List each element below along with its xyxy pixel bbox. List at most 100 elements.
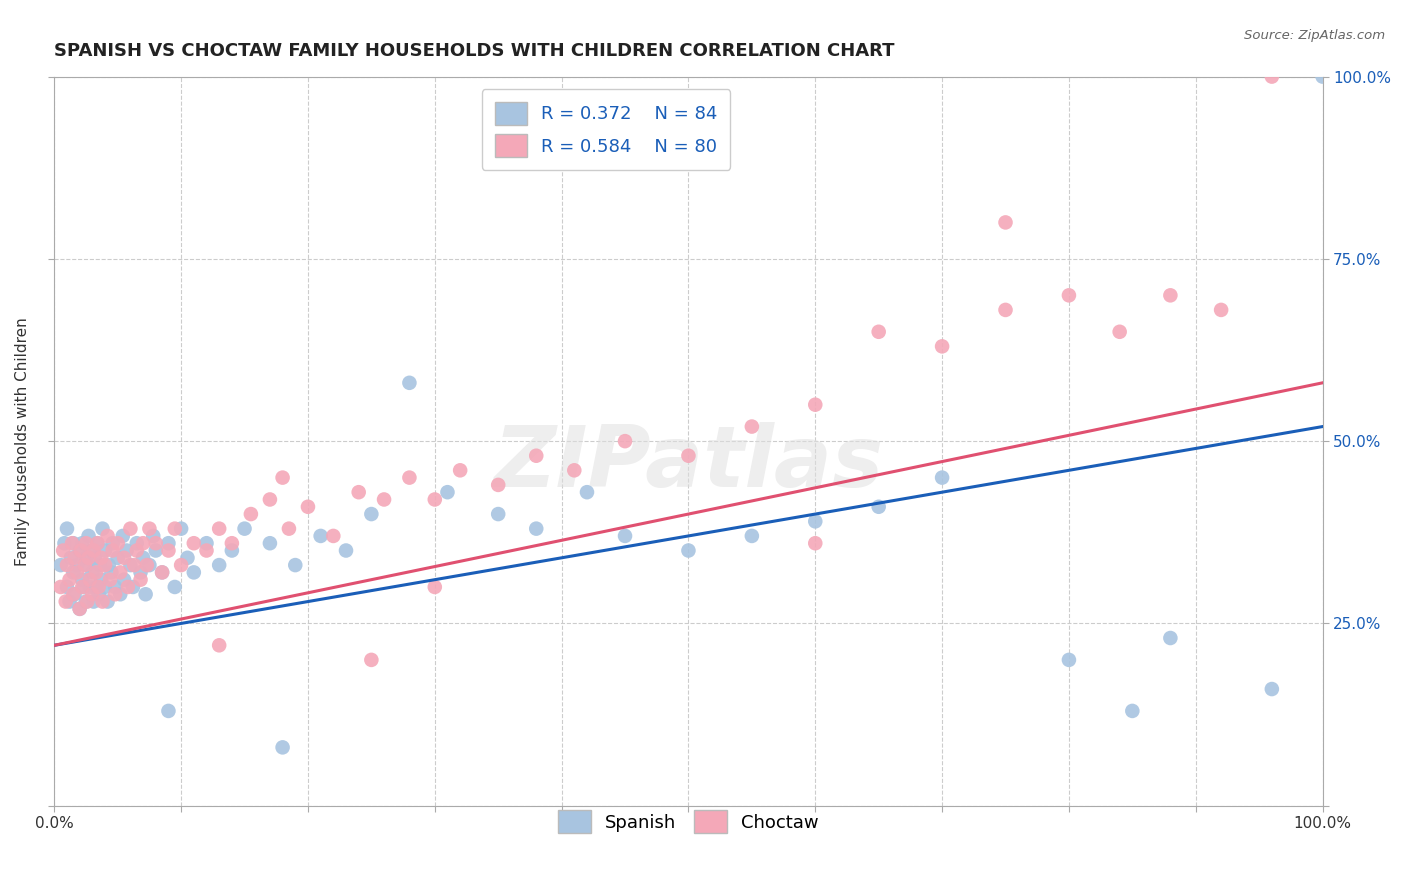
Point — [145, 543, 167, 558]
Point — [239, 507, 262, 521]
Point — [170, 558, 193, 573]
Point — [614, 434, 637, 449]
Point — [122, 580, 145, 594]
Point — [122, 558, 145, 573]
Point — [100, 566, 122, 580]
Point — [138, 522, 160, 536]
Point — [360, 653, 382, 667]
Point — [84, 580, 107, 594]
Point — [135, 558, 157, 573]
Point — [259, 536, 281, 550]
Point — [69, 602, 91, 616]
Point — [195, 536, 218, 550]
Point — [423, 492, 446, 507]
Point — [76, 558, 98, 573]
Point — [125, 543, 148, 558]
Point — [115, 543, 138, 558]
Point — [132, 536, 155, 550]
Point — [84, 566, 107, 580]
Y-axis label: Family Households with Children: Family Households with Children — [15, 317, 30, 566]
Point — [63, 587, 86, 601]
Point — [1159, 288, 1181, 302]
Point — [1057, 653, 1080, 667]
Point — [335, 543, 357, 558]
Point — [62, 566, 84, 580]
Point — [97, 594, 120, 608]
Point — [868, 325, 890, 339]
Point — [398, 376, 420, 390]
Point — [271, 740, 294, 755]
Point — [90, 550, 112, 565]
Point — [309, 529, 332, 543]
Point — [931, 470, 953, 484]
Point — [52, 543, 75, 558]
Point — [449, 463, 471, 477]
Point — [183, 566, 205, 580]
Point — [91, 594, 114, 608]
Point — [63, 550, 86, 565]
Point — [1159, 631, 1181, 645]
Point — [112, 573, 135, 587]
Point — [94, 543, 117, 558]
Point — [55, 594, 77, 608]
Point — [135, 587, 157, 601]
Point — [398, 470, 420, 484]
Point — [110, 587, 132, 601]
Point — [69, 602, 91, 616]
Point — [86, 536, 108, 550]
Point — [75, 550, 97, 565]
Point — [994, 302, 1017, 317]
Point — [66, 566, 89, 580]
Point — [221, 536, 243, 550]
Point — [163, 522, 186, 536]
Point — [94, 558, 117, 573]
Point — [56, 558, 79, 573]
Point — [107, 550, 129, 565]
Point — [373, 492, 395, 507]
Point — [741, 419, 763, 434]
Point — [83, 594, 105, 608]
Point — [157, 543, 180, 558]
Point — [1261, 70, 1284, 84]
Point — [1108, 325, 1130, 339]
Point — [101, 543, 124, 558]
Point — [804, 536, 827, 550]
Point — [132, 550, 155, 565]
Point — [1211, 302, 1233, 317]
Point — [524, 522, 547, 536]
Point — [70, 573, 93, 587]
Point — [97, 529, 120, 543]
Text: Source: ZipAtlas.com: Source: ZipAtlas.com — [1244, 29, 1385, 42]
Legend: Spanish, Choctaw: Spanish, Choctaw — [547, 799, 830, 844]
Point — [176, 550, 198, 565]
Point — [804, 398, 827, 412]
Point — [76, 594, 98, 608]
Point — [524, 449, 547, 463]
Point — [1121, 704, 1143, 718]
Point — [157, 704, 180, 718]
Point — [87, 587, 110, 601]
Point — [89, 558, 111, 573]
Point — [97, 558, 120, 573]
Point — [614, 529, 637, 543]
Point — [69, 543, 91, 558]
Point — [271, 470, 294, 484]
Point — [111, 529, 134, 543]
Point — [233, 522, 256, 536]
Point — [75, 594, 97, 608]
Point — [70, 543, 93, 558]
Point — [129, 573, 152, 587]
Point — [82, 587, 104, 601]
Text: SPANISH VS CHOCTAW FAMILY HOUSEHOLDS WITH CHILDREN CORRELATION CHART: SPANISH VS CHOCTAW FAMILY HOUSEHOLDS WIT… — [55, 42, 894, 60]
Point — [436, 485, 458, 500]
Point — [120, 558, 142, 573]
Point — [86, 536, 108, 550]
Point — [107, 536, 129, 550]
Point — [73, 558, 96, 573]
Point — [77, 529, 100, 543]
Point — [117, 580, 139, 594]
Point — [58, 594, 80, 608]
Point — [145, 536, 167, 550]
Point — [278, 522, 301, 536]
Point — [804, 514, 827, 528]
